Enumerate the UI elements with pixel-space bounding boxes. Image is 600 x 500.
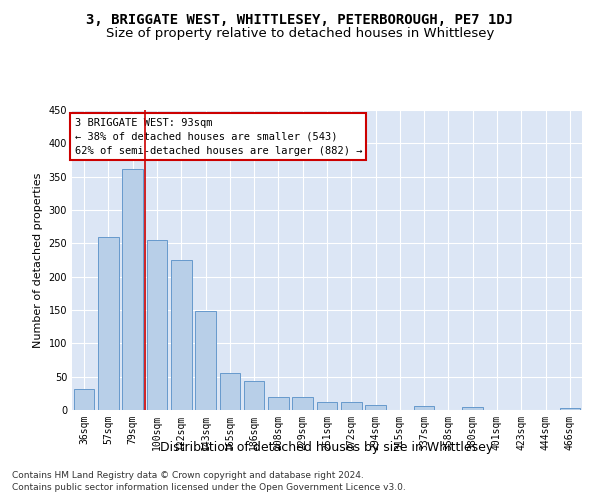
Text: 3, BRIGGATE WEST, WHITTLESEY, PETERBOROUGH, PE7 1DJ: 3, BRIGGATE WEST, WHITTLESEY, PETERBOROU…	[86, 12, 514, 26]
Bar	[171, 260, 191, 410]
Text: Size of property relative to detached houses in Whittlesey: Size of property relative to detached ho…	[106, 28, 494, 40]
Bar	[220, 372, 240, 410]
Bar	[195, 312, 216, 410]
Text: 3 BRIGGATE WEST: 93sqm
← 38% of detached houses are smaller (543)
62% of semi-de: 3 BRIGGATE WEST: 93sqm ← 38% of detached…	[74, 118, 362, 156]
Bar	[341, 402, 362, 410]
Bar	[268, 398, 289, 410]
Bar	[292, 398, 313, 410]
Bar	[74, 390, 94, 410]
Bar	[414, 406, 434, 410]
Bar	[244, 382, 265, 410]
Bar	[122, 168, 143, 410]
Bar	[98, 236, 119, 410]
Text: Contains HM Land Registry data © Crown copyright and database right 2024.: Contains HM Land Registry data © Crown c…	[12, 471, 364, 480]
Bar	[146, 240, 167, 410]
Text: Distribution of detached houses by size in Whittlesey: Distribution of detached houses by size …	[160, 441, 494, 454]
Bar	[365, 406, 386, 410]
Bar	[463, 408, 483, 410]
Text: Contains public sector information licensed under the Open Government Licence v3: Contains public sector information licen…	[12, 484, 406, 492]
Bar	[560, 408, 580, 410]
Bar	[317, 402, 337, 410]
Y-axis label: Number of detached properties: Number of detached properties	[33, 172, 43, 348]
